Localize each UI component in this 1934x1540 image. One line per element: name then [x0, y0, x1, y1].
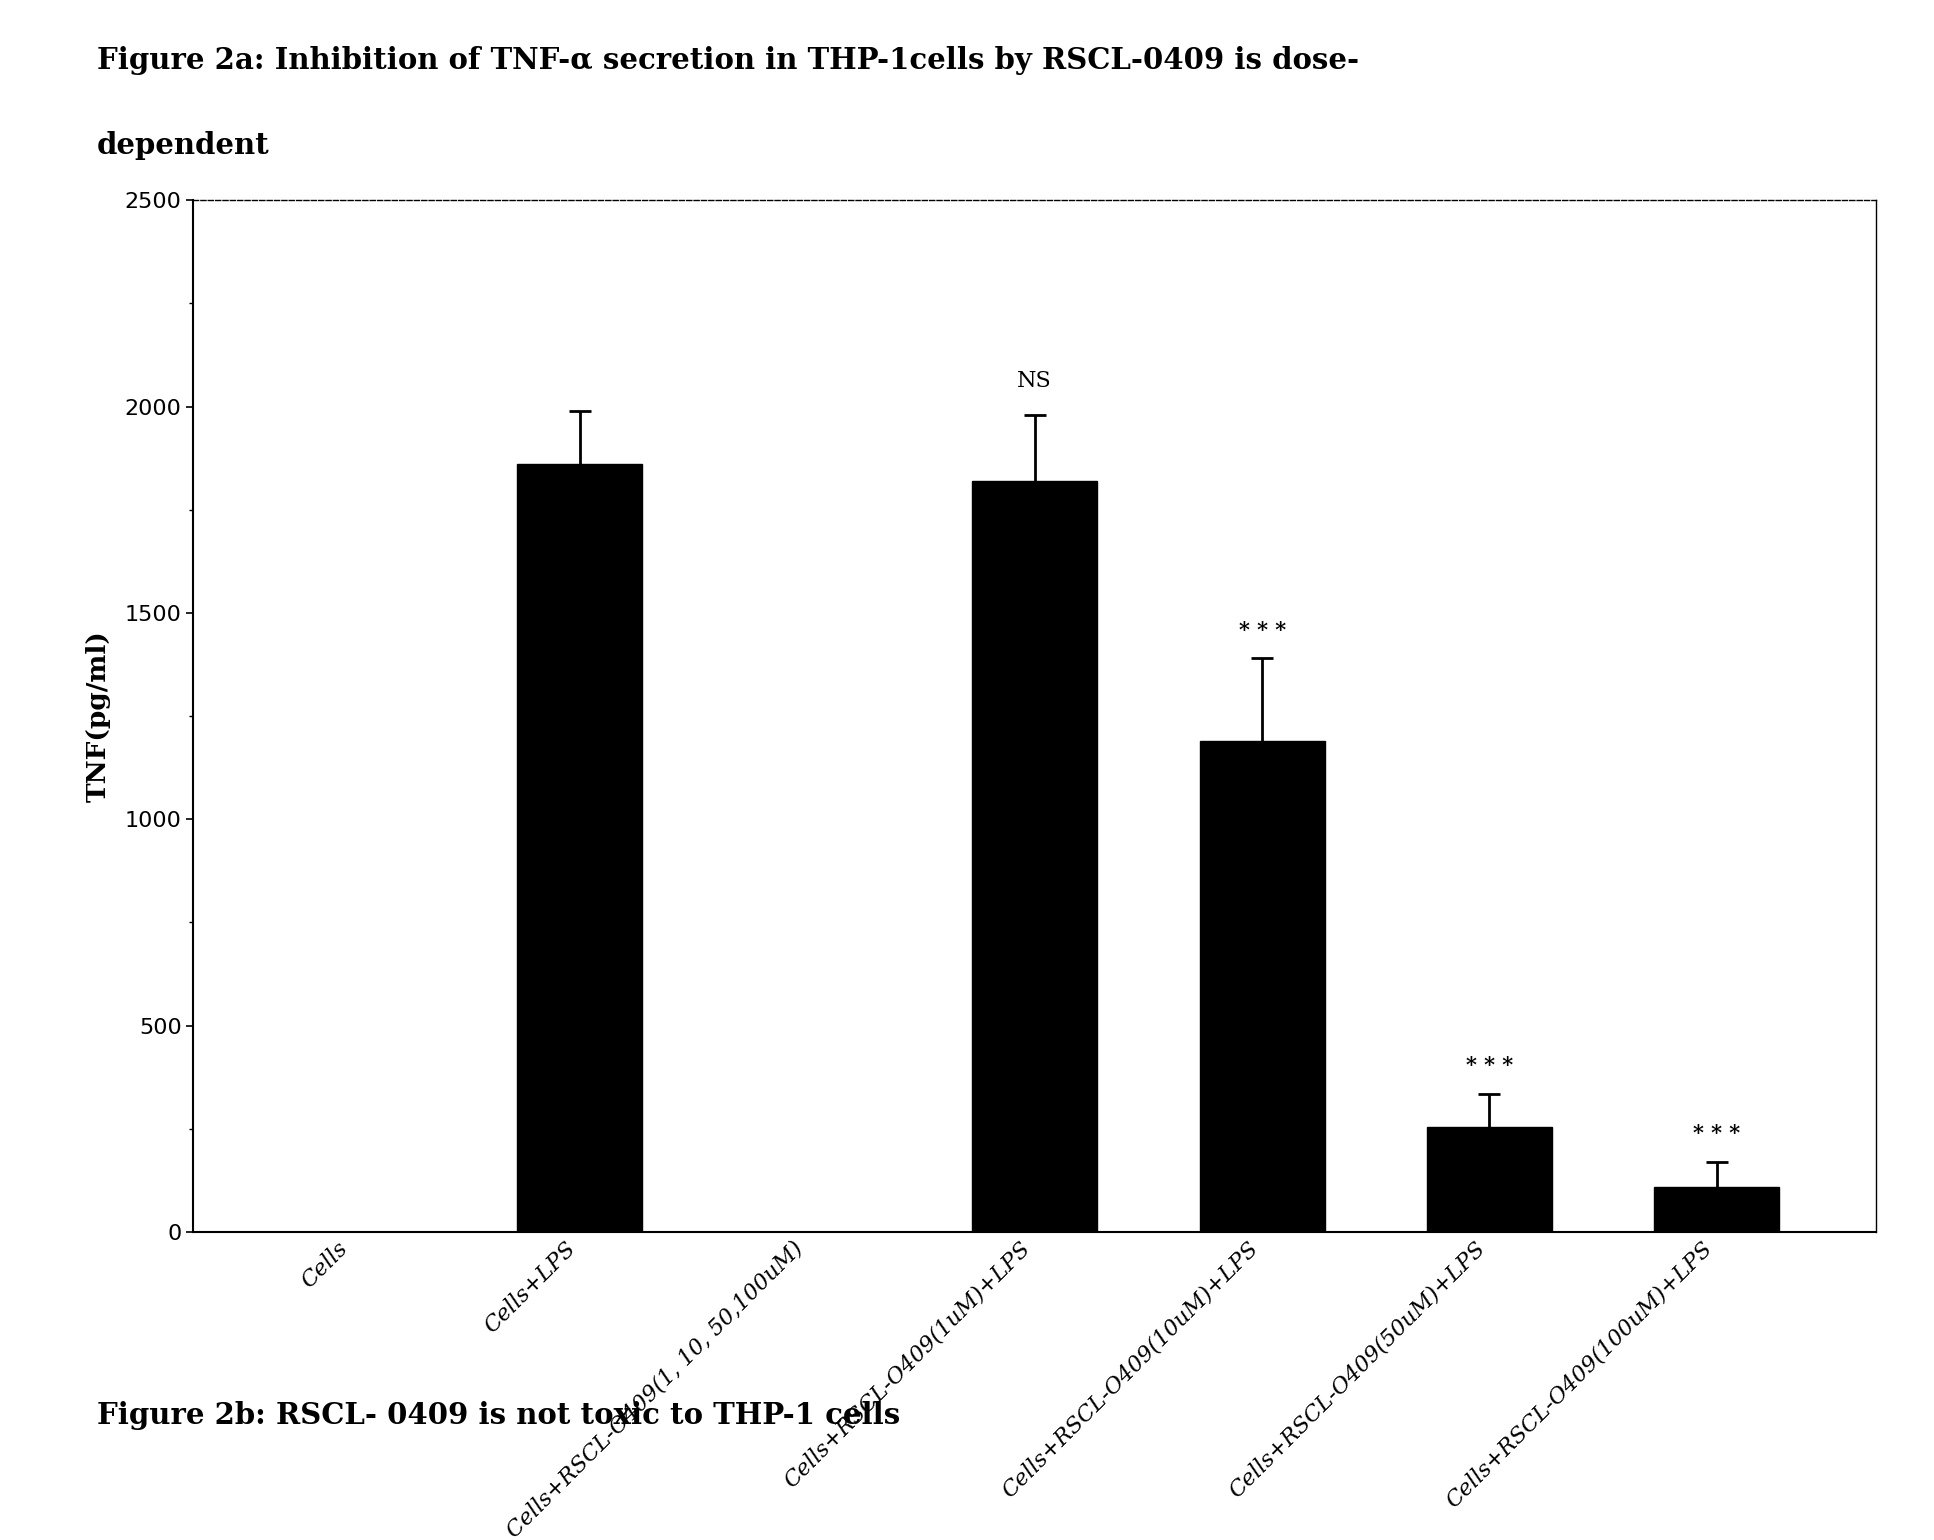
- Bar: [973, 480, 1097, 1232]
- Bar: [518, 465, 642, 1232]
- Text: Figure 2b: RSCL- 0409 is not toxic to THP-1 cells: Figure 2b: RSCL- 0409 is not toxic to TH…: [97, 1401, 899, 1431]
- Text: * * *: * * *: [1694, 1123, 1741, 1143]
- Y-axis label: TNF(pg/ml): TNF(pg/ml): [85, 630, 110, 802]
- Text: * * *: * * *: [1238, 619, 1286, 639]
- Text: * * *: * * *: [1466, 1055, 1512, 1075]
- Bar: [1654, 1187, 1779, 1232]
- Text: Figure 2a: Inhibition of TNF-α secretion in THP-1cells by RSCL-0409 is dose-: Figure 2a: Inhibition of TNF-α secretion…: [97, 46, 1360, 75]
- Bar: [1199, 741, 1325, 1232]
- Text: NS: NS: [1017, 370, 1052, 393]
- Text: dependent: dependent: [97, 131, 269, 160]
- Bar: [1427, 1127, 1551, 1232]
